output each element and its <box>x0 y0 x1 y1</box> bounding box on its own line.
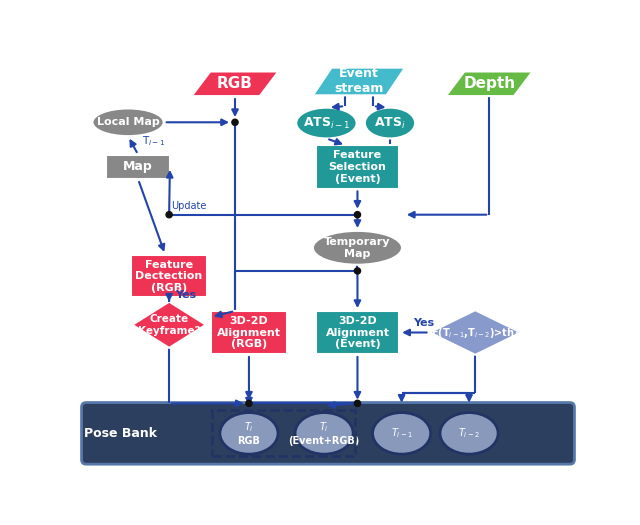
Ellipse shape <box>365 108 415 139</box>
Text: Depth: Depth <box>463 76 515 91</box>
Text: RGB: RGB <box>217 76 253 91</box>
Ellipse shape <box>92 109 164 136</box>
Polygon shape <box>446 71 532 96</box>
FancyBboxPatch shape <box>316 145 399 188</box>
Text: Feature
Selection
(Event): Feature Selection (Event) <box>328 150 387 184</box>
Text: Create
Keyframe?: Create Keyframe? <box>138 314 200 335</box>
FancyBboxPatch shape <box>211 311 287 354</box>
Text: Update: Update <box>172 201 207 211</box>
Text: ATS$_i$: ATS$_i$ <box>374 116 406 131</box>
Circle shape <box>355 400 360 406</box>
Text: T$_{i-1}$: T$_{i-1}$ <box>142 134 165 149</box>
Ellipse shape <box>295 413 353 454</box>
Text: Pose Bank: Pose Bank <box>84 427 157 440</box>
Text: Yes: Yes <box>413 318 435 328</box>
Circle shape <box>232 119 238 125</box>
Text: Map: Map <box>124 161 153 173</box>
Text: $T_i$
(Event+RGB): $T_i$ (Event+RGB) <box>289 421 360 446</box>
Polygon shape <box>132 302 206 348</box>
Text: Event
stream: Event stream <box>334 68 384 96</box>
Text: Local Map: Local Map <box>97 117 159 127</box>
Text: Feature
Dectection
(RGB): Feature Dectection (RGB) <box>136 260 203 293</box>
Circle shape <box>166 212 172 218</box>
FancyBboxPatch shape <box>131 255 207 298</box>
Text: 3D-2D
Alignment
(RGB): 3D-2D Alignment (RGB) <box>217 316 281 349</box>
Text: E(T$_{i-1}$,T$_{i-2}$)>th?: E(T$_{i-1}$,T$_{i-2}$)>th? <box>431 326 520 340</box>
Circle shape <box>246 400 252 406</box>
FancyBboxPatch shape <box>81 403 575 464</box>
FancyBboxPatch shape <box>316 311 399 354</box>
Ellipse shape <box>372 413 431 454</box>
Text: Yes: Yes <box>175 290 196 300</box>
Circle shape <box>355 212 360 218</box>
FancyBboxPatch shape <box>106 155 170 179</box>
Ellipse shape <box>313 231 402 265</box>
Polygon shape <box>429 310 521 355</box>
Text: $T_{i-1}$: $T_{i-1}$ <box>390 426 413 440</box>
Text: 3D-2D
Alignment
(Event): 3D-2D Alignment (Event) <box>326 316 390 349</box>
Circle shape <box>355 268 360 274</box>
Text: Temporary
Map: Temporary Map <box>324 237 390 259</box>
Polygon shape <box>191 71 278 96</box>
Text: $T_i$
RGB: $T_i$ RGB <box>237 421 260 446</box>
Text: $T_{i-2}$: $T_{i-2}$ <box>458 426 480 440</box>
Ellipse shape <box>296 108 356 139</box>
Text: ATS$_{i-1}$: ATS$_{i-1}$ <box>303 116 350 131</box>
Ellipse shape <box>440 413 498 454</box>
Ellipse shape <box>220 413 278 454</box>
Polygon shape <box>313 68 405 96</box>
